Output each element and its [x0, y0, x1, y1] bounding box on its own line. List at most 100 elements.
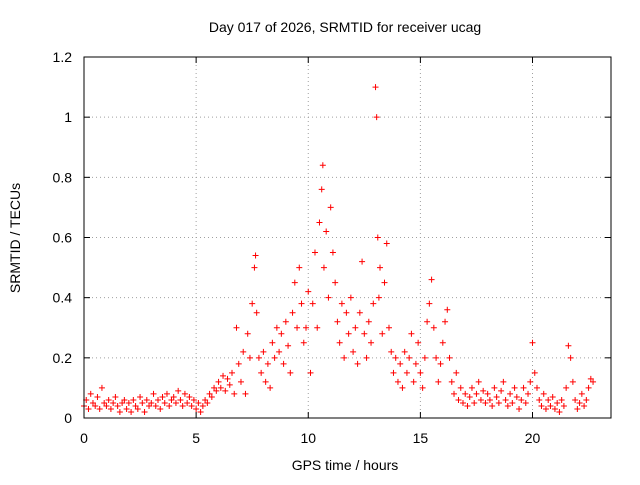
data-point — [417, 369, 424, 376]
data-point — [363, 354, 370, 361]
data-point — [578, 390, 585, 397]
data-point — [373, 114, 380, 121]
data-point — [114, 402, 121, 409]
data-point — [459, 399, 466, 406]
data-point — [157, 405, 164, 412]
data-point — [587, 375, 594, 382]
data-point — [457, 384, 464, 391]
data-point — [319, 162, 326, 169]
data-point — [531, 369, 538, 376]
data-point — [112, 393, 119, 400]
data-point — [161, 399, 168, 406]
x-axis-label: GPS time / hours — [292, 457, 399, 473]
data-point — [574, 405, 581, 412]
data-point — [271, 354, 278, 361]
data-point — [491, 384, 498, 391]
x-tick-label: 0 — [80, 430, 88, 446]
data-point — [397, 360, 404, 367]
data-point — [374, 234, 381, 241]
x-tick-label: 15 — [413, 430, 429, 446]
data-point — [146, 402, 153, 409]
data-point — [567, 354, 574, 361]
data-point — [448, 378, 455, 385]
data-point — [542, 405, 549, 412]
data-point — [468, 384, 475, 391]
data-point — [220, 372, 227, 379]
data-point — [269, 339, 276, 346]
data-point — [260, 348, 267, 355]
data-point — [291, 279, 298, 286]
data-point — [547, 402, 554, 409]
data-point — [222, 387, 229, 394]
data-point — [551, 405, 558, 412]
y-tick-label: 1 — [64, 109, 72, 125]
data-point — [475, 378, 482, 385]
data-point — [347, 294, 354, 301]
data-point — [336, 339, 343, 346]
data-point — [273, 324, 280, 331]
data-point — [303, 324, 310, 331]
data-point — [502, 396, 509, 403]
data-point — [152, 402, 159, 409]
data-point — [424, 318, 431, 325]
y-tick-label: 0.8 — [53, 169, 73, 185]
data-point — [175, 387, 182, 394]
data-point — [311, 249, 318, 256]
data-point — [477, 396, 484, 403]
data-point — [231, 390, 238, 397]
data-point — [237, 378, 244, 385]
data-point — [341, 354, 348, 361]
data-point — [529, 339, 536, 346]
data-point — [92, 402, 99, 409]
data-point — [388, 348, 395, 355]
data-point — [276, 348, 283, 355]
data-point — [334, 318, 341, 325]
data-point — [264, 360, 271, 367]
data-point — [361, 330, 368, 337]
data-point — [278, 330, 285, 337]
data-point — [442, 318, 449, 325]
data-point — [134, 405, 141, 412]
data-point — [516, 405, 523, 412]
data-point — [246, 354, 253, 361]
data-point — [444, 306, 451, 313]
data-point — [385, 324, 392, 331]
data-point — [85, 405, 92, 412]
data-point — [439, 339, 446, 346]
data-point — [415, 339, 422, 346]
data-point — [177, 396, 184, 403]
data-point — [215, 378, 222, 385]
data-point — [549, 393, 556, 400]
data-point — [368, 339, 375, 346]
data-point — [226, 381, 233, 388]
data-point — [520, 384, 527, 391]
data-point — [186, 393, 193, 400]
data-point — [498, 387, 505, 394]
data-point — [511, 384, 518, 391]
data-point — [240, 348, 247, 355]
data-point — [392, 354, 399, 361]
data-point — [94, 393, 101, 400]
data-point — [166, 402, 173, 409]
data-point — [143, 396, 150, 403]
data-point — [128, 408, 135, 415]
data-point — [486, 396, 493, 403]
data-point — [208, 393, 215, 400]
data-point — [370, 300, 377, 307]
data-point — [137, 393, 144, 400]
data-point — [518, 396, 525, 403]
data-point — [338, 300, 345, 307]
data-point — [585, 384, 592, 391]
data-point — [282, 318, 289, 325]
data-point — [107, 405, 114, 412]
y-tick-label: 0.4 — [53, 290, 73, 306]
data-point — [446, 354, 453, 361]
data-point — [202, 396, 209, 403]
y-tick-label: 0 — [64, 410, 72, 426]
data-point — [193, 405, 200, 412]
x-tick-label: 20 — [525, 430, 541, 446]
data-point — [430, 324, 437, 331]
data-point — [525, 390, 532, 397]
plot-frame — [83, 56, 612, 419]
